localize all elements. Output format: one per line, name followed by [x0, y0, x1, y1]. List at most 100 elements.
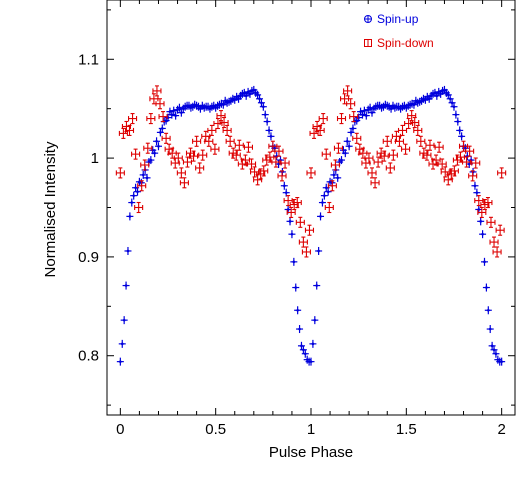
data-point [207, 124, 217, 136]
data-point [296, 325, 304, 334]
data-point [317, 212, 325, 221]
data-point [243, 141, 254, 153]
data-point [286, 206, 296, 218]
data-point [222, 124, 232, 136]
data-point [295, 216, 305, 228]
data-point [154, 142, 162, 151]
data-point [246, 158, 257, 170]
data-point [468, 170, 478, 182]
axes [106, 0, 516, 416]
data-point [318, 198, 326, 207]
data-point [213, 117, 223, 130]
data-point [124, 246, 132, 255]
data-point [175, 103, 183, 112]
data-point [210, 143, 220, 155]
data-point [170, 106, 178, 115]
data-point [373, 156, 383, 168]
data-point [385, 162, 395, 174]
data-point [261, 110, 269, 119]
data-point [283, 195, 293, 207]
data-point [330, 159, 340, 171]
legend-label-spin-down: Spin-down [377, 36, 434, 50]
data-point [452, 110, 460, 119]
data-point [483, 197, 493, 209]
data-point [471, 157, 481, 169]
data-point [458, 132, 466, 141]
y-tick-label: 0.9 [78, 249, 99, 266]
data-point [152, 85, 162, 97]
data-point [498, 357, 506, 366]
data-point [128, 198, 136, 207]
data-point [341, 149, 349, 158]
data-point [192, 135, 202, 147]
data-point [294, 306, 302, 315]
data-point [336, 113, 347, 125]
data-point [477, 206, 487, 218]
data-point [484, 306, 492, 315]
data-point [259, 102, 267, 111]
data-point [151, 149, 159, 158]
data-point [320, 191, 328, 200]
x-tick-label: 1.5 [396, 421, 417, 438]
legend-item-spin-down: Spin-down [364, 36, 434, 50]
data-point [286, 217, 294, 226]
data-point [292, 283, 300, 292]
data-point [315, 124, 325, 136]
data-point [259, 165, 269, 177]
data-point [120, 316, 128, 325]
x-tick-label: 0.5 [205, 421, 226, 438]
data-point [454, 117, 462, 126]
data-point [198, 149, 208, 161]
data-point [147, 156, 155, 165]
data-point [131, 148, 141, 160]
data-point [179, 177, 189, 189]
series-spin-up [116, 85, 506, 366]
data-point [330, 170, 338, 179]
y-tick-label: 0.8 [78, 348, 99, 365]
data-point [324, 201, 334, 214]
data-point [306, 167, 316, 179]
data-point [292, 197, 302, 209]
data-point [456, 126, 464, 135]
data-point [489, 236, 499, 248]
data-point [431, 154, 441, 166]
data-point [134, 187, 142, 196]
data-point [134, 201, 144, 214]
data-point [158, 124, 166, 133]
data-point [410, 116, 420, 129]
legend-marker-spin-down [364, 39, 372, 47]
data-point [349, 124, 357, 133]
data-point [333, 142, 344, 154]
data-point [455, 151, 466, 163]
data-point [388, 149, 398, 161]
data-point [298, 236, 308, 248]
data-point [290, 257, 298, 266]
plot-frame [106, 0, 516, 416]
x-axis-ticks: 0 0.5 1 1.5 2 [116, 0, 506, 438]
data-point [465, 145, 475, 157]
data-point [480, 257, 488, 266]
data-point [343, 85, 353, 97]
data-point [394, 135, 405, 147]
data-point [137, 180, 147, 192]
data-point [155, 98, 165, 110]
data-point [495, 224, 505, 236]
data-point [149, 93, 159, 105]
data-point [252, 88, 260, 97]
data-point [280, 181, 288, 190]
data-point [267, 132, 275, 141]
data-point [425, 139, 435, 151]
data-point [124, 124, 135, 136]
data-point [486, 216, 496, 228]
data-point [397, 124, 408, 136]
data-point [176, 167, 186, 179]
x-tick-label: 2 [497, 421, 505, 438]
data-point [367, 167, 377, 179]
data-point [158, 111, 168, 123]
data-point [301, 349, 309, 358]
legend-marker-spin-up [364, 15, 372, 23]
data-point [126, 212, 134, 221]
data-point [345, 142, 353, 151]
data-point [482, 283, 490, 292]
